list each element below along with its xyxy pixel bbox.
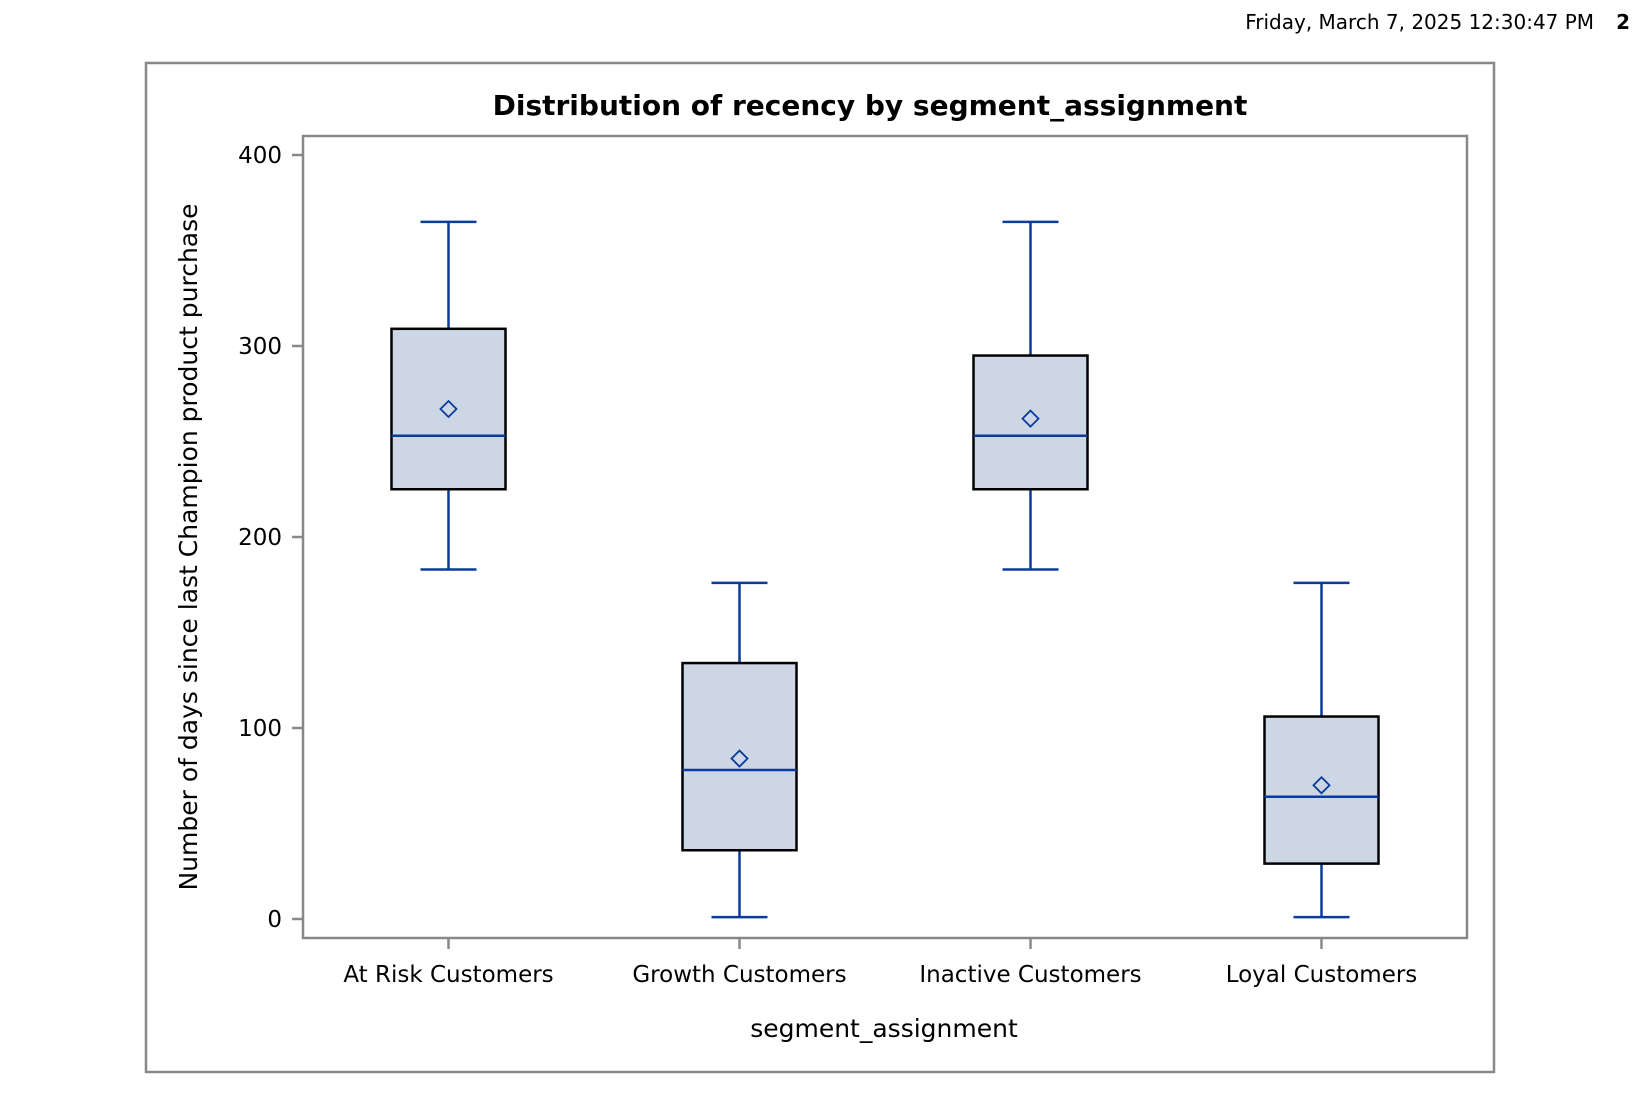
x-axis-label: segment_assignment <box>750 1014 1018 1043</box>
x-tick-label: Growth Customers <box>632 962 846 988</box>
mean-marker <box>1312 776 1331 795</box>
box-loyal-customers <box>1263 581 1380 919</box>
box-series <box>390 220 1380 919</box>
page-number: 2 <box>1616 10 1630 34</box>
box-at-risk-customers <box>390 220 507 571</box>
y-axis: 0 100 200 300 400 <box>238 143 303 933</box>
chart-title: Distribution of recency by segment_assig… <box>493 89 1248 122</box>
y-tick-label: 0 <box>267 907 282 933</box>
mean-marker <box>730 749 749 768</box>
x-tick-label: Inactive Customers <box>919 962 1141 988</box>
interquartile-box <box>390 327 507 491</box>
interquartile-box <box>681 661 798 852</box>
y-tick-label: 100 <box>238 716 282 742</box>
interquartile-box <box>1263 715 1380 865</box>
x-axis: At Risk Customers Growth Customers Inactiv… <box>343 938 1417 988</box>
interquartile-box <box>972 354 1089 491</box>
report-datetime: Friday, March 7, 2025 12:30:47 PM <box>1245 10 1595 34</box>
y-tick-label: 200 <box>238 525 282 551</box>
y-axis-label: Number of days since last Champion produ… <box>174 203 203 890</box>
y-tick-label: 400 <box>238 143 282 169</box>
mean-marker <box>1021 409 1040 428</box>
y-tick-label: 300 <box>238 334 282 360</box>
x-tick-label: At Risk Customers <box>343 962 553 988</box>
graph-frame <box>144 61 1496 1074</box>
box-inactive-customers <box>972 220 1089 571</box>
x-tick-label: Loyal Customers <box>1226 962 1418 988</box>
box-growth-customers <box>681 581 798 919</box>
mean-marker <box>439 399 458 419</box>
report-header: Friday, March 7, 2025 12:30:47 PM 2 <box>1245 10 1630 34</box>
